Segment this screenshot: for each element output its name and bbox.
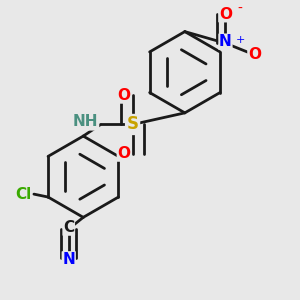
Text: Cl: Cl	[15, 187, 31, 202]
Text: NH: NH	[72, 114, 98, 129]
Text: O: O	[117, 88, 130, 103]
Text: C: C	[63, 220, 74, 235]
Text: O: O	[248, 47, 261, 62]
Text: N: N	[62, 252, 75, 267]
Text: -: -	[238, 2, 242, 15]
Text: N: N	[219, 34, 232, 49]
Text: S: S	[127, 116, 139, 134]
Text: O: O	[219, 7, 232, 22]
Text: O: O	[117, 146, 130, 161]
Text: +: +	[235, 35, 245, 45]
